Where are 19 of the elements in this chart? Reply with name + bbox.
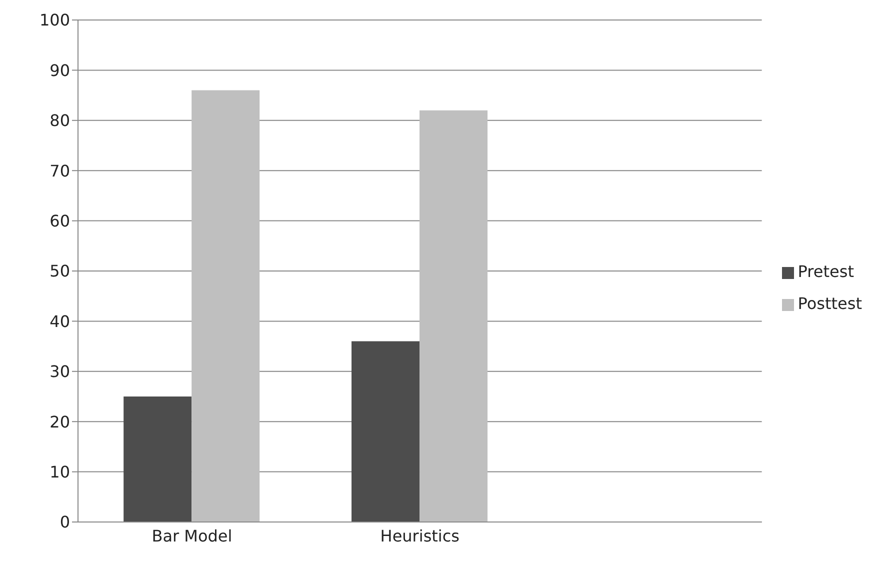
y-tick-label: 90: [50, 60, 70, 80]
legend-label: Pretest: [798, 262, 854, 281]
y-tick-label: 30: [50, 362, 70, 382]
y-tick-label: 100: [39, 10, 70, 30]
y-tick-label: 50: [50, 262, 70, 281]
legend-label: Posttest: [798, 294, 862, 313]
bar: [192, 90, 260, 522]
y-tick-label: 60: [50, 211, 70, 230]
y-tick-label: 20: [50, 412, 70, 432]
y-tick-label: 0: [60, 512, 70, 532]
y-tick-label: 70: [50, 161, 70, 180]
bar: [420, 110, 488, 522]
y-tick-label: 10: [50, 462, 70, 482]
y-tick-label: 40: [50, 312, 70, 331]
x-tick-label: Bar Model: [152, 526, 232, 546]
y-tick-label: 80: [50, 111, 70, 130]
bar: [124, 396, 192, 522]
bar: [352, 341, 420, 522]
x-tick-label: Heuristics: [380, 526, 460, 546]
